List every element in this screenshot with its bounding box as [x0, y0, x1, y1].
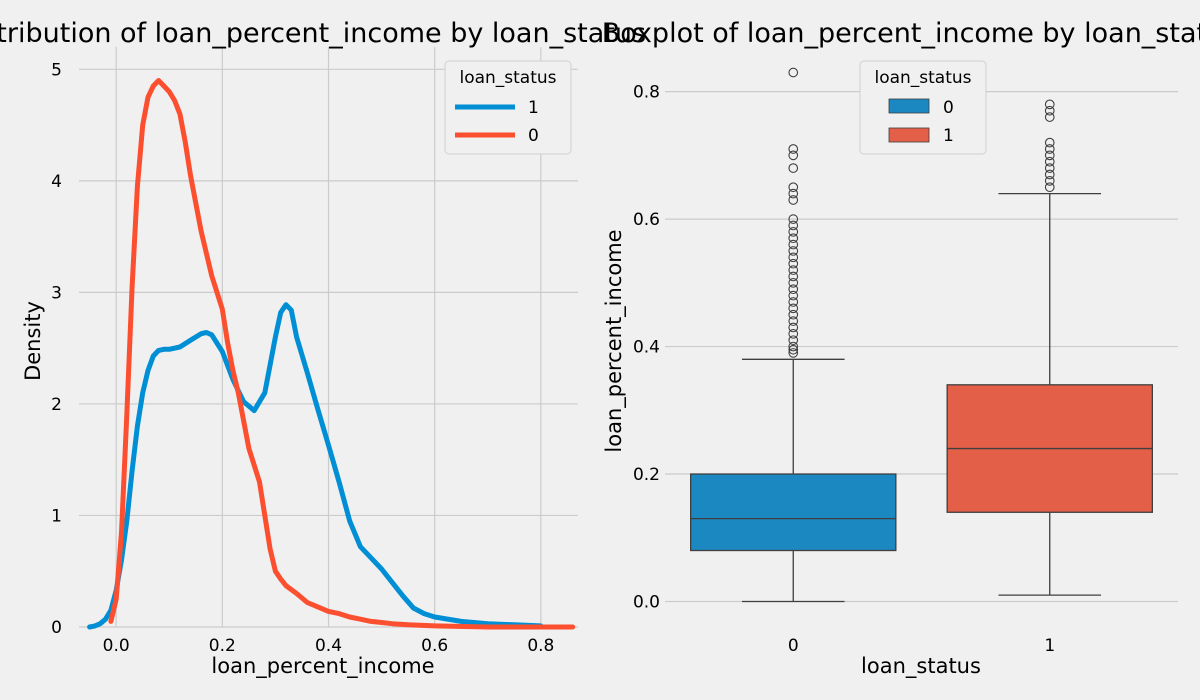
boxplot-legend: loan_status 0 1: [859, 60, 987, 155]
kde-tick-labels: 0 1 2 3 4 5 0.0 0.2 0.4 0.6 0.8: [51, 60, 554, 656]
boxplot-outlier-1: [1044, 175, 1055, 186]
boxplot-outlier-0: [788, 316, 799, 326]
boxplot-outlier-0: [788, 258, 799, 269]
boxplot-x-axis-label: loan_status: [861, 654, 981, 679]
boxplot-outlier-0: [788, 214, 799, 224]
boxplot-marks: [690, 67, 1154, 603]
boxplot-outlier-0: [788, 328, 799, 339]
boxplot-y-tick-label: 0.4: [633, 338, 660, 358]
boxplot-outlier-0: [788, 303, 799, 314]
kde-legend-title: loan_status: [459, 68, 556, 88]
boxplot-outlier-0: [788, 309, 799, 320]
kde-y-axis-label: Density: [21, 301, 45, 381]
boxplot-tick-labels: 0.0 0.2 0.4 0.6 0.8 0 1: [633, 83, 1055, 656]
kde-x-tick-label: 0.2: [209, 636, 236, 656]
kde-chart-title: Distribution of loan_percent_income by l…: [0, 18, 646, 49]
boxplot-outlier-0: [788, 341, 799, 352]
kde-x-tick-label: 0.8: [527, 636, 554, 656]
boxplot-legend-label-1: 1: [943, 126, 954, 146]
boxplot-outlier-0: [788, 163, 799, 173]
boxplot-legend-label-0: 0: [943, 98, 954, 118]
boxplot-outlier-1: [1044, 112, 1055, 122]
boxplot-outlier-0: [788, 246, 799, 256]
boxplot-outlier-0: [788, 226, 799, 237]
boxplot-outlier-0: [788, 239, 799, 250]
kde-grid: [79, 47, 578, 628]
boxplot-outlier-1: [1044, 156, 1055, 167]
boxplot-y-axis-label: loan_percent_income: [602, 229, 627, 452]
boxplot-outlier-0: [788, 322, 799, 333]
kde-legend-label-0: 0: [528, 126, 539, 146]
boxplot-outlier-0: [788, 233, 799, 244]
boxplot-outlier-0: [788, 284, 799, 295]
boxplot-outlier-0: [788, 290, 799, 301]
kde-y-tick-label: 0: [51, 618, 62, 638]
kde-y-tick-label: 1: [51, 506, 62, 526]
boxplot-outlier-0: [788, 188, 799, 199]
boxplot-chart: 0.0 0.2 0.4 0.6 0.8 0 1 Boxplot of loan_percen…: [602, 18, 1200, 679]
boxplot-outlier-1: [1044, 144, 1055, 154]
kde-legend-label-1: 1: [528, 98, 539, 118]
boxplot-y-tick-label: 0.0: [633, 593, 660, 613]
boxplot-x-tick-label: 1: [1044, 636, 1055, 656]
boxplot-outlier-0: [788, 182, 799, 193]
boxplot-outlier-0: [788, 144, 799, 154]
boxplot-y-tick-label: 0.6: [633, 210, 660, 230]
boxplot-outlier-1: [1044, 169, 1055, 180]
kde-x-tick-label: 0.6: [421, 636, 448, 656]
kde-y-tick-label: 5: [51, 60, 62, 80]
boxplot-outlier-0: [788, 150, 799, 161]
kde-x-tick-label: 0.4: [315, 636, 342, 656]
boxplot-outlier-1: [1044, 163, 1055, 173]
boxplot-outlier-0: [788, 67, 799, 78]
boxplot-outlier-0: [788, 277, 799, 288]
boxplot-box-0: [690, 473, 897, 552]
boxplot-outlier-0: [788, 348, 799, 358]
kde-x-axis-label: loan_percent_income: [211, 654, 434, 679]
boxplot-outlier-0: [788, 344, 799, 355]
boxplot-outlier-0: [788, 271, 799, 282]
boxplot-y-tick-label: 0.8: [633, 83, 660, 103]
kde-y-tick-label: 4: [51, 172, 62, 192]
boxplot-outlier-1: [1044, 150, 1055, 161]
boxplot-outlier-0: [788, 252, 799, 263]
boxplot-x-tick-label: 0: [788, 636, 799, 656]
boxplot-legend-title: loan_status: [874, 68, 971, 88]
kde-lines: [87, 78, 576, 630]
boxplot-outlier-0: [788, 335, 799, 346]
kde-legend: loan_status 1 0: [444, 60, 572, 155]
kde-series-line-1: [87, 302, 544, 630]
boxplot-outlier-0: [788, 265, 799, 275]
boxplot-outlier-1: [1044, 137, 1055, 148]
boxplot-outlier-0: [788, 220, 799, 231]
boxplot-outlier-1: [1044, 99, 1055, 110]
boxplot-outlier-1: [1044, 182, 1055, 193]
boxplot-outlier-0: [788, 195, 799, 205]
kde-chart: 0 1 2 3 4 5 0.0 0.2 0.4 0.6 0.8 Distribution of lo…: [0, 18, 646, 679]
boxplot-outlier-0: [788, 297, 799, 307]
kde-series-line-0: [108, 78, 576, 630]
boxplot-y-tick-label: 0.2: [633, 465, 660, 485]
boxplot-legend-swatch-1: [888, 127, 930, 143]
kde-y-tick-label: 3: [51, 283, 62, 303]
boxplot-legend-swatch-0: [888, 98, 930, 114]
kde-x-tick-label: 0.0: [103, 636, 130, 656]
boxplot-outlier-1: [1044, 105, 1055, 116]
kde-y-tick-label: 2: [51, 395, 62, 415]
boxplot-chart-title: Boxplot of loan_percent_income by loan_s…: [602, 18, 1200, 49]
